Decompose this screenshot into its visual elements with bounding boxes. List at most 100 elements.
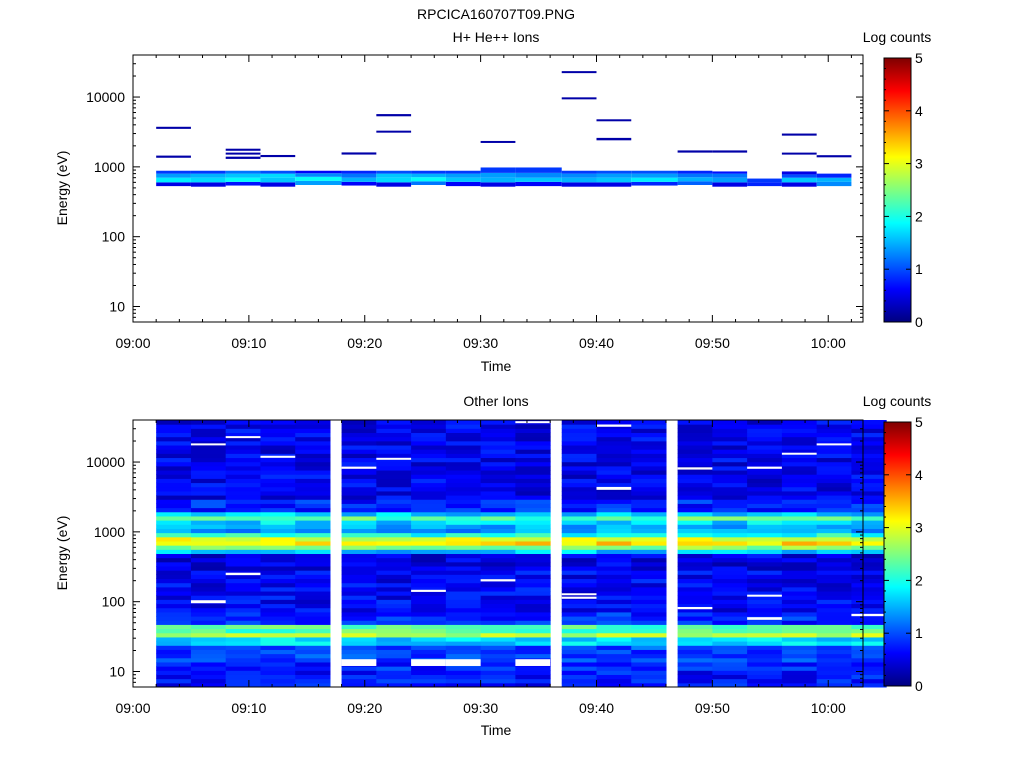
heatmap-cell [712,177,748,183]
heatmap-cell [851,507,887,513]
heatmap-cell [631,465,667,471]
heatmap-cell [747,515,783,521]
heatmap-cell [561,636,597,642]
heatmap-cell [225,445,261,450]
heatmap-cell [747,657,783,663]
heatmap-cell [712,657,748,663]
heatmap-cell [596,540,632,546]
heatmap-cell [631,611,667,617]
heatmap-cell [225,595,261,600]
heatmap-cell [411,495,447,500]
heatmap-cell [816,616,852,621]
heatmap-cell [631,474,667,479]
heatmap-cell [480,432,516,438]
heatmap-cell [445,440,482,446]
heatmap-cell [677,595,713,600]
heatmap-cell [712,603,748,609]
heatmap-cell [260,636,296,642]
heatmap-cell [376,465,412,471]
heatmap-cell [190,595,227,600]
heatmap-cell [480,465,516,471]
heatmap-cell [260,440,296,446]
empty-cell [561,593,597,596]
heatmap-cell [781,503,818,509]
heatmap-cell [781,507,818,513]
heatmap-cell [677,661,713,667]
heatmap-cell [561,515,597,521]
colorbar-tick-label: 2 [915,572,923,588]
empty-cell [225,572,261,576]
heatmap-cell [260,657,296,663]
heatmap-cell [260,582,296,588]
heatmap-cell [480,428,516,434]
heatmap-cell [376,666,412,671]
heatmap-cell [816,453,852,459]
heatmap-cell [376,536,412,542]
heatmap-cell [411,532,447,538]
heatmap-cell [156,641,192,646]
heatmap-cell [156,453,192,459]
heatmap-cell [631,666,667,671]
heatmap-cell [712,682,748,688]
heatmap-cell [295,507,331,513]
heatmap-cell [295,591,331,596]
heatmap-cell [411,440,447,446]
heatmap-cell [445,570,482,575]
heatmap-cell [445,607,482,613]
heatmap-cell [480,591,516,596]
heatmap-cell [480,566,516,571]
heatmap-cell [376,582,412,588]
heatmap-cell [156,511,192,517]
heatmap-cell [677,624,713,630]
heatmap-cell [677,470,713,475]
heatmap-cell [677,586,713,592]
heatmap-cell [816,424,852,429]
heatmap-cell [816,532,852,538]
heatmap-cell [376,649,412,655]
heatmap-cell [561,666,597,671]
heatmap-cell [712,616,748,621]
heatmap-cell [225,645,261,650]
heatmap-cell [596,628,632,634]
heatmap-cell [376,599,412,605]
heatmap-cell [631,428,667,434]
heatmap-cell [631,436,667,442]
heatmap-cell [631,515,667,521]
heatmap-cell [677,524,713,529]
heatmap-cell [480,553,516,559]
heatmap-cell [376,532,412,538]
heatmap-cell [190,566,227,571]
heatmap-cell [631,628,667,634]
heatmap-cell [260,595,296,600]
heatmap-cell [712,670,748,675]
heatmap-cell [445,495,482,500]
heatmap-cell [712,432,748,438]
heatmap-cell [596,553,632,559]
heatmap-cell [190,678,227,684]
heatmap-cell [480,520,516,525]
heatmap-cell [561,561,597,567]
heatmap-cell [851,432,887,438]
heatmap-cell [816,515,852,521]
heatmap-cell [747,682,783,688]
heatmap-cell [596,499,632,504]
heatmap-cell [515,177,562,182]
heatmap-cell [747,578,783,584]
heatmap-cell [411,181,446,185]
heatmap-cell [781,478,818,484]
heatmap-cell [295,670,331,675]
heatmap-cell [816,599,852,605]
heatmap-cell [295,570,331,575]
heatmap-cell [515,540,551,546]
heatmap-cell [851,553,887,559]
heatmap-cell [677,574,713,580]
heatmap-cell [376,566,412,571]
heatmap-cell [445,478,482,484]
heatmap-cell [156,674,192,680]
heatmap-cell [561,436,597,442]
heatmap-cell [677,649,713,655]
x-tick-label: 09:10 [231,700,266,716]
heatmap-cell [631,173,678,178]
heatmap-cell [596,586,632,592]
heatmap-cell [816,624,852,630]
